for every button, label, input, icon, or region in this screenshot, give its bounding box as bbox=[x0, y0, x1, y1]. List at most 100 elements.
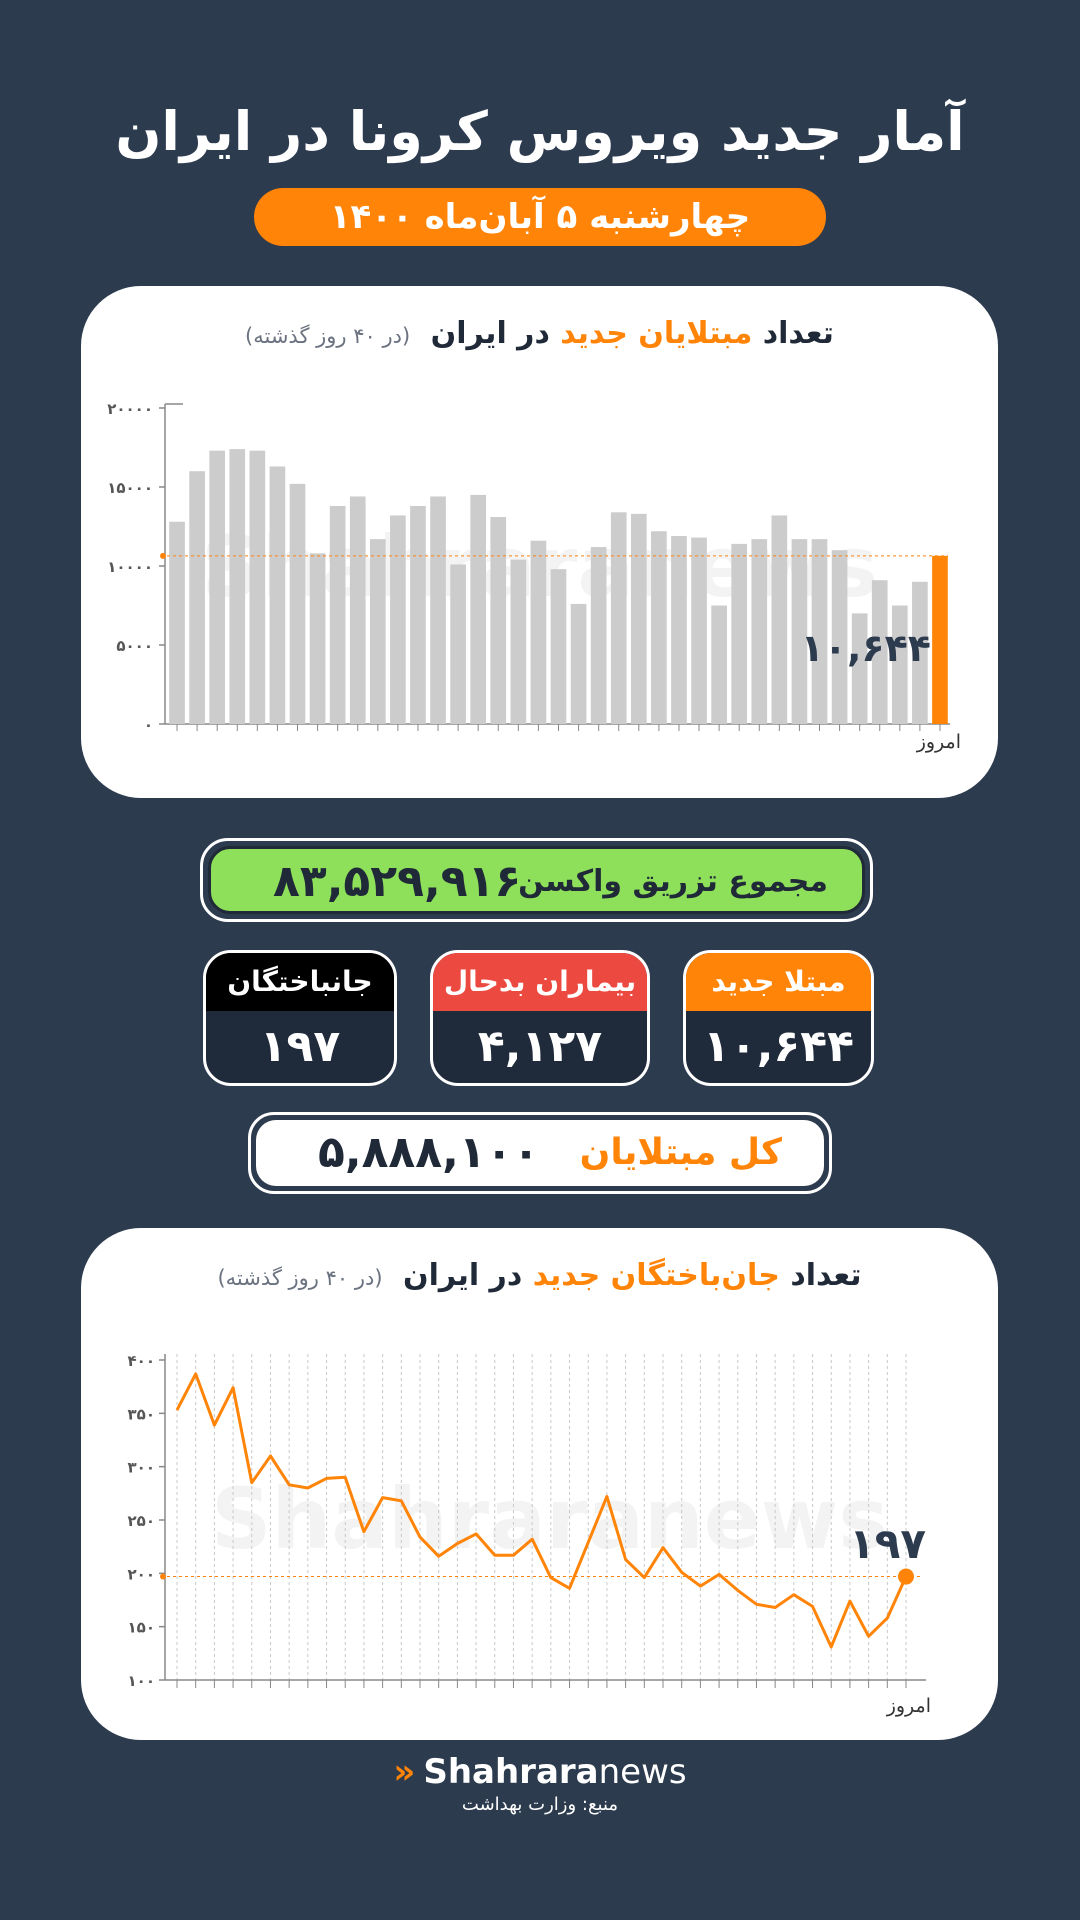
data-point bbox=[213, 1424, 215, 1426]
bar bbox=[871, 580, 888, 724]
data-point bbox=[755, 1603, 757, 1605]
today-label: امروز bbox=[886, 1695, 931, 1717]
bar bbox=[490, 517, 507, 724]
deaths-title: تعداد جان‌باختگان جدید در ایران (در ۴۰ ر… bbox=[81, 1258, 998, 1293]
total-cases-box: کل مبتلایان ۵,۸۸۸,۱۰۰ bbox=[248, 1112, 832, 1194]
data-point bbox=[812, 1605, 814, 1607]
brand-logo: » Shahraranews bbox=[0, 1752, 1080, 1792]
data-point bbox=[531, 1538, 533, 1540]
y-tick-label: ۳۰۰ bbox=[128, 1459, 155, 1477]
data-point bbox=[438, 1555, 440, 1557]
severe-patients-tile-label: بیماران بدحال bbox=[433, 953, 647, 1011]
new-cases-tile-label: مبتلا جدید bbox=[686, 953, 871, 1011]
severe-patients-tile: بیماران بدحال ۴,۱۲۷ bbox=[430, 950, 650, 1086]
data-point bbox=[625, 1558, 627, 1560]
severe-patients-tile-value: ۴,۱۲۷ bbox=[477, 1021, 603, 1072]
data-point bbox=[251, 1482, 253, 1484]
data-point bbox=[849, 1600, 851, 1602]
bar bbox=[309, 553, 326, 724]
total-cases-value: ۵,۸۸۸,۱۰۰ bbox=[318, 1127, 540, 1178]
source-note: منبع: وزارت بهداشت bbox=[461, 1794, 619, 1815]
data-point bbox=[382, 1497, 384, 1499]
y-tick-label: ۱۵۰۰۰ bbox=[107, 479, 153, 497]
bar bbox=[651, 531, 667, 724]
bar bbox=[891, 605, 908, 724]
y-tick-label: ۴۰۰ bbox=[128, 1352, 155, 1370]
data-point bbox=[326, 1477, 328, 1479]
bar bbox=[570, 603, 587, 724]
data-point bbox=[569, 1587, 571, 1589]
bar bbox=[610, 512, 627, 724]
bar bbox=[349, 496, 366, 724]
total-cases-label: کل مبتلایان bbox=[579, 1132, 782, 1173]
title-sub: (در ۴۰ روز گذشته) bbox=[217, 1266, 383, 1290]
reference-dot bbox=[160, 1573, 166, 1580]
vaccine-label: مجموع تزریق واکسن bbox=[518, 864, 828, 899]
vaccine-total-inner: مجموع تزریق واکسن ۸۳,۵۲۹,۹۱۶ bbox=[208, 846, 865, 914]
bar bbox=[430, 496, 446, 724]
bar bbox=[229, 449, 246, 724]
bar bbox=[269, 466, 286, 724]
bar bbox=[470, 494, 487, 724]
data-point bbox=[512, 1554, 514, 1556]
data-point bbox=[494, 1554, 496, 1556]
title-suffix: در ایران bbox=[430, 316, 550, 351]
data-point bbox=[662, 1547, 664, 1549]
data-point bbox=[587, 1541, 589, 1543]
title-prefix: تعداد bbox=[762, 316, 834, 351]
y-tick-label: ۲۰۰۰۰ bbox=[107, 400, 153, 418]
y-tick-label: ۱۵۰ bbox=[128, 1619, 155, 1637]
data-point bbox=[176, 1409, 178, 1411]
deaths-tile: جانباختگان ۱۹۷ bbox=[203, 950, 397, 1086]
bar bbox=[630, 513, 647, 724]
deaths-line-chart: Shahraranews۱۰۰۱۵۰۲۰۰۲۵۰۳۰۰۳۵۰۴۰۰۱۹۷امرو… bbox=[128, 1352, 931, 1717]
today-label: امروز bbox=[916, 731, 961, 753]
bar bbox=[831, 550, 848, 724]
bar bbox=[912, 581, 928, 724]
data-point bbox=[643, 1577, 645, 1579]
data-point bbox=[830, 1646, 832, 1648]
data-point bbox=[699, 1585, 701, 1587]
new-cases-bar-chart: Shahraranews۰۵۰۰۰۱۰۰۰۰۱۵۰۰۰۲۰۰۰۰۱۰,۶۴۴ام… bbox=[107, 400, 961, 753]
bar bbox=[209, 450, 226, 724]
data-point bbox=[363, 1531, 365, 1533]
new-cases-tile: مبتلا جدید ۱۰,۶۴۴ bbox=[683, 950, 874, 1086]
brand-arrow-icon: » bbox=[393, 1752, 416, 1792]
bar bbox=[530, 540, 547, 724]
y-tick-label: ۵۰۰۰ bbox=[116, 637, 153, 655]
y-tick-label: ۲۰۰ bbox=[128, 1565, 155, 1583]
vaccine-value: ۸۳,۵۲۹,۹۱۶ bbox=[273, 856, 522, 907]
data-point bbox=[419, 1536, 421, 1538]
y-tick-label: ۰ bbox=[144, 716, 153, 734]
bar bbox=[731, 543, 748, 724]
data-point bbox=[269, 1455, 271, 1457]
bar bbox=[289, 483, 306, 724]
new-cases-tile-value: ۱۰,۶۴۴ bbox=[703, 1021, 854, 1072]
bar bbox=[751, 539, 768, 724]
data-point bbox=[400, 1500, 402, 1502]
reference-dot bbox=[160, 552, 166, 559]
bar-today bbox=[932, 555, 948, 724]
data-point bbox=[737, 1589, 739, 1591]
bar bbox=[510, 559, 527, 724]
deaths-card: تعداد جان‌باختگان جدید در ایران (در ۴۰ ر… bbox=[81, 1228, 998, 1740]
bar bbox=[851, 613, 868, 724]
deaths-series-line bbox=[175, 1372, 908, 1649]
bar bbox=[410, 505, 426, 724]
title-prefix: تعداد bbox=[790, 1258, 862, 1293]
y-tick-label: ۱۰۰ bbox=[128, 1672, 155, 1690]
data-point bbox=[344, 1476, 346, 1478]
bar bbox=[169, 521, 185, 724]
vaccine-total-box: مجموع تزریق واکسن ۸۳,۵۲۹,۹۱۶ bbox=[200, 838, 873, 922]
deaths-tile-label: جانباختگان bbox=[206, 953, 394, 1011]
page-title: آمار جدید ویروس کرونا در ایران bbox=[115, 100, 965, 163]
bar bbox=[771, 515, 788, 724]
title-sub: (در ۴۰ روز گذشته) bbox=[245, 324, 411, 348]
bar bbox=[791, 539, 808, 724]
bar bbox=[329, 505, 346, 724]
data-point bbox=[886, 1617, 888, 1619]
data-point bbox=[868, 1635, 870, 1637]
title-suffix: در ایران bbox=[403, 1258, 523, 1293]
data-point bbox=[550, 1577, 552, 1579]
data-point bbox=[307, 1487, 309, 1489]
